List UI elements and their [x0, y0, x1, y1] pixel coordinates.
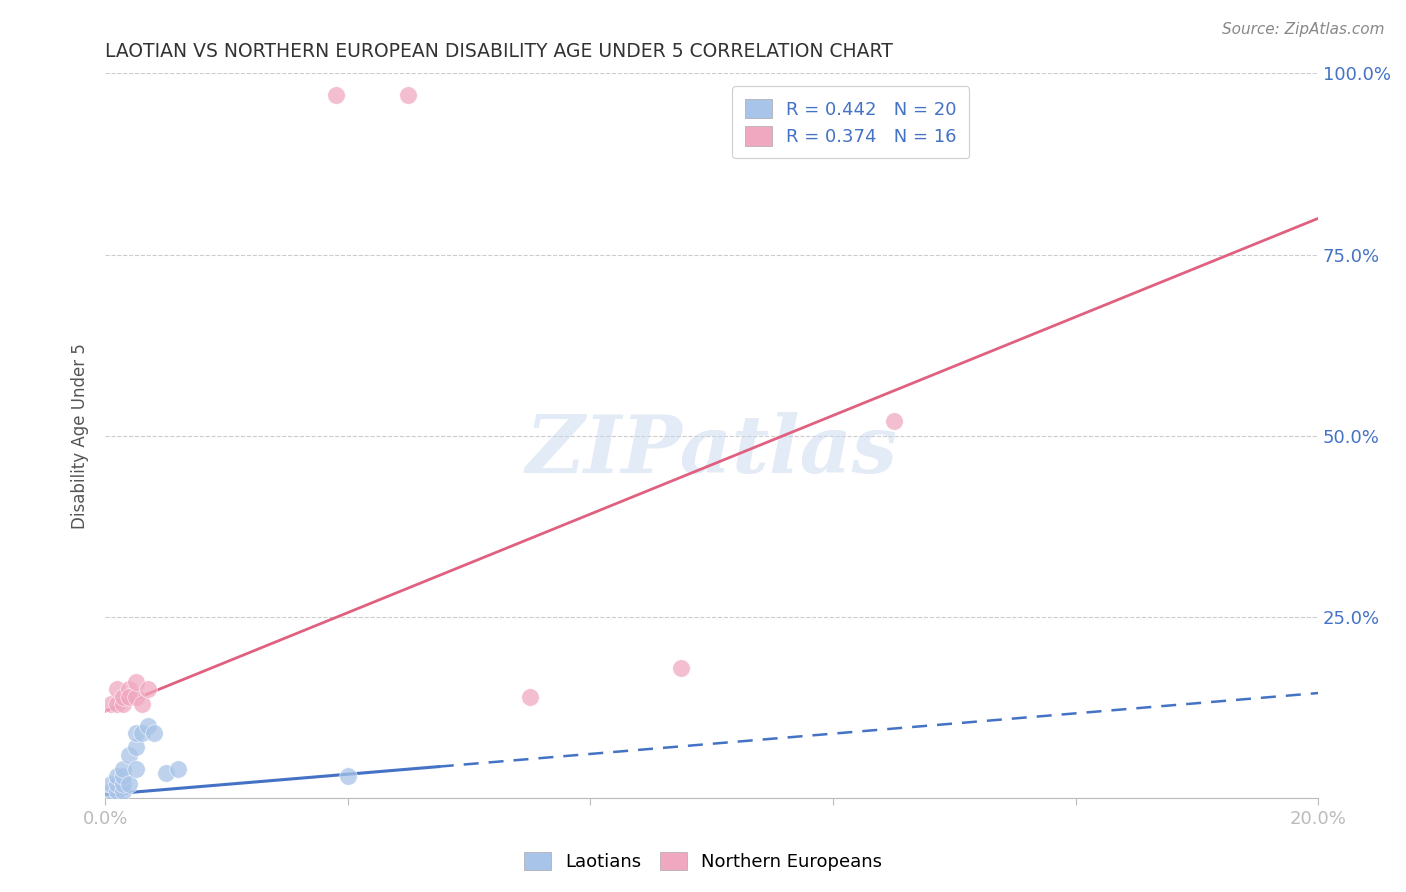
Point [124, 675, 146, 690]
Point [112, 762, 135, 776]
Y-axis label: Disability Age Under 5: Disability Age Under 5 [72, 343, 89, 529]
Point [112, 769, 135, 783]
Point [118, 777, 141, 791]
Point [105, 682, 128, 697]
Point [336, 769, 359, 783]
Point [112, 690, 135, 704]
Point [124, 690, 146, 704]
Point [105, 777, 128, 791]
Point [105, 784, 128, 798]
Point [671, 661, 693, 675]
Point [112, 697, 135, 711]
Point [112, 784, 135, 798]
Point [325, 88, 347, 103]
Point [100, 784, 122, 798]
Point [519, 690, 541, 704]
Point [136, 682, 159, 697]
Point [112, 777, 135, 791]
Legend: R = 0.442   N = 20, R = 0.374   N = 16: R = 0.442 N = 20, R = 0.374 N = 16 [733, 86, 970, 159]
Point [136, 719, 159, 733]
Point [142, 726, 165, 740]
Point [124, 762, 146, 776]
Point [124, 740, 146, 755]
Text: LAOTIAN VS NORTHERN EUROPEAN DISABILITY AGE UNDER 5 CORRELATION CHART: LAOTIAN VS NORTHERN EUROPEAN DISABILITY … [105, 42, 893, 61]
Point [105, 769, 128, 783]
Point [124, 726, 146, 740]
Text: Source: ZipAtlas.com: Source: ZipAtlas.com [1222, 22, 1385, 37]
Point [131, 726, 153, 740]
Point [118, 690, 141, 704]
Point [167, 762, 190, 776]
Point [398, 88, 420, 103]
Point [118, 747, 141, 762]
Legend: Laotians, Northern Europeans: Laotians, Northern Europeans [516, 845, 890, 879]
Point [883, 414, 905, 428]
Point [131, 697, 153, 711]
Point [155, 765, 177, 780]
Point [105, 697, 128, 711]
Point [100, 697, 122, 711]
Text: ZIPatlas: ZIPatlas [526, 411, 898, 489]
Point [100, 777, 122, 791]
Point [118, 682, 141, 697]
